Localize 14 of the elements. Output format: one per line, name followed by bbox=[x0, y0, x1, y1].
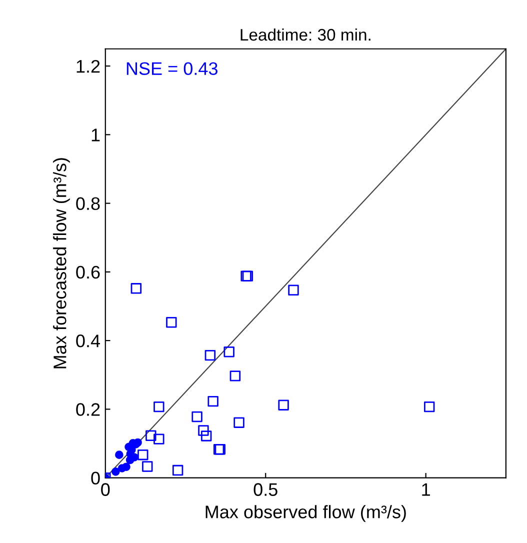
y-tick-label: 0.6 bbox=[76, 266, 100, 279]
y-tick-label: 1.2 bbox=[76, 60, 100, 73]
y-tick-label: 0.8 bbox=[76, 197, 100, 210]
y-tick-label: 0.2 bbox=[76, 403, 100, 416]
x-tick-label: 1 bbox=[422, 483, 430, 496]
y-axis-title: Max forecasted flow (m³/s) bbox=[53, 158, 70, 368]
x-tick-label: 0 bbox=[101, 483, 110, 496]
x-tick-label: 0.5 bbox=[254, 483, 278, 496]
x-axis-title: Max observed flow (m³/s) bbox=[206, 505, 406, 522]
y-tick-label: 1 bbox=[92, 128, 100, 142]
y-tick-label: 0 bbox=[91, 472, 100, 485]
annotation: NSE = 0.43 bbox=[126, 62, 218, 75]
chart-title: Leadtime: 30 min. bbox=[240, 28, 370, 41]
y-tick-label: 0.4 bbox=[76, 334, 100, 348]
